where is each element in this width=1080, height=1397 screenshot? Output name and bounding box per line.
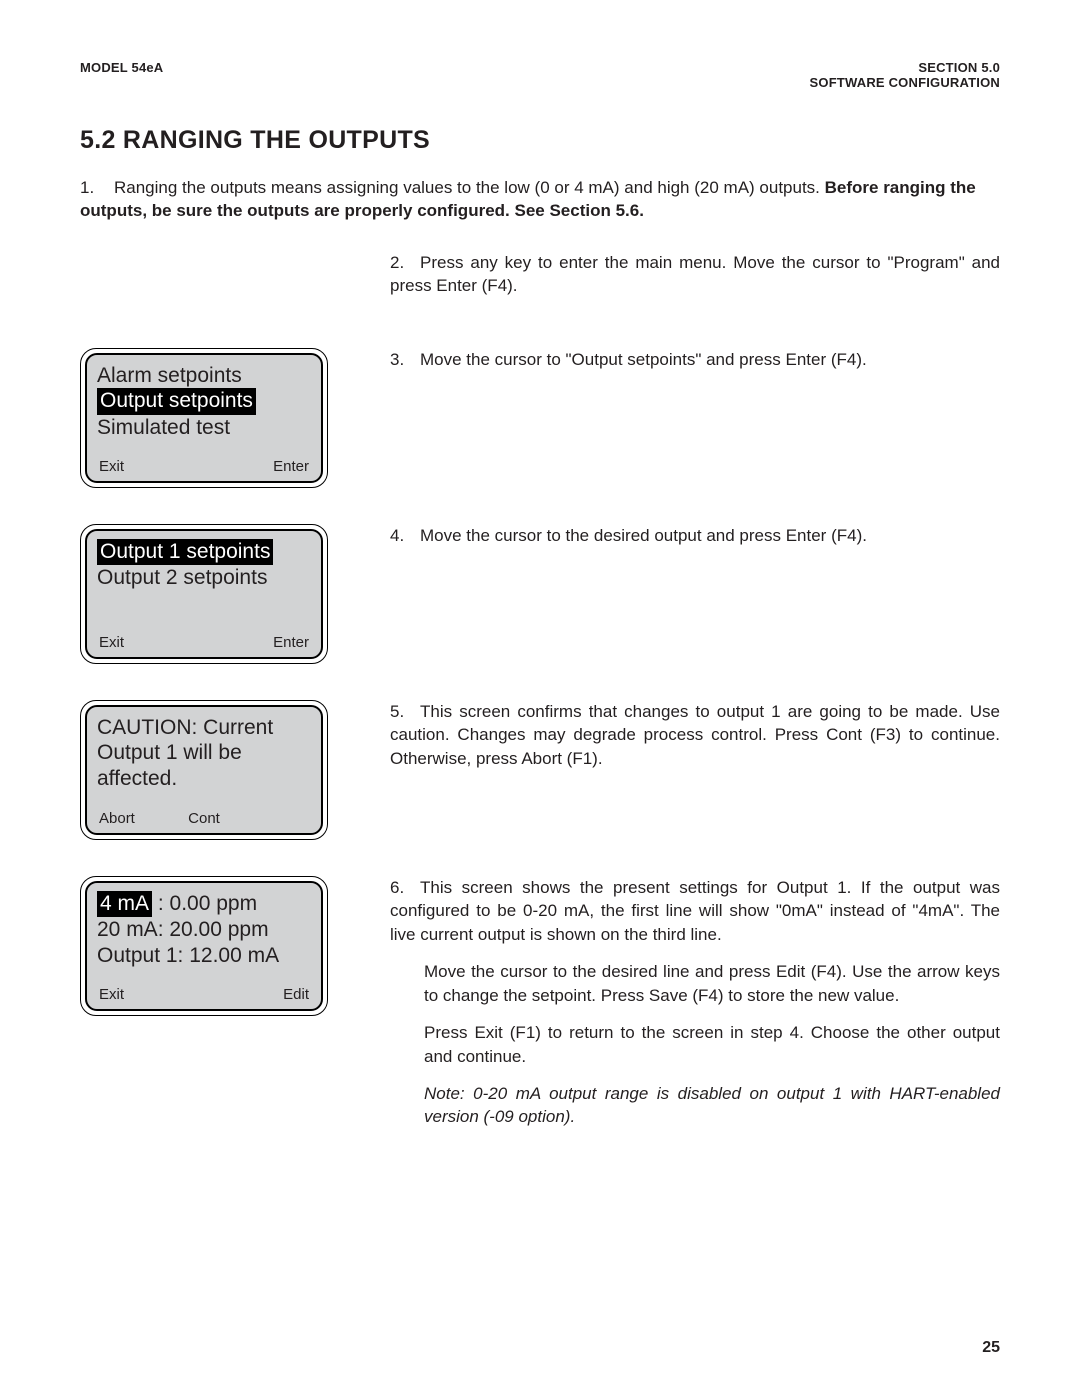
lcd5-line3: affected. xyxy=(97,766,311,792)
lcd-screen-3: Alarm setpoints Output setpoints Simulat… xyxy=(80,348,328,488)
header-right: SECTION 5.0 SOFTWARE CONFIGURATION xyxy=(810,60,1000,90)
lcd4-softkey-exit[interactable]: Exit xyxy=(99,634,143,651)
lcd6-softkey-exit[interactable]: Exit xyxy=(99,986,143,1003)
lcd6-softkey-edit[interactable]: Edit xyxy=(265,986,309,1003)
step-2-number: 2. xyxy=(390,251,420,274)
step-6-p3: Press Exit (F1) to return to the screen … xyxy=(390,1021,1000,1068)
header-left: MODEL 54eA xyxy=(80,60,163,90)
lcd6-line1-rest: : 0.00 ppm xyxy=(152,892,257,915)
page-header: MODEL 54eA SECTION 5.0 SOFTWARE CONFIGUR… xyxy=(80,60,1000,90)
lcd5-line2: Output 1 will be xyxy=(97,740,311,766)
step-1: 1.Ranging the outputs means assigning va… xyxy=(80,177,1000,223)
lcd6-line2: 20 mA: 20.00 ppm xyxy=(97,917,311,943)
lcd4-line2: Output 2 setpoints xyxy=(97,565,311,591)
lcd3-softkey-enter[interactable]: Enter xyxy=(265,458,309,475)
lcd3-line2-highlight: Output setpoints xyxy=(97,388,256,415)
lcd6-line1-highlight: 4 mA xyxy=(97,891,152,918)
lcd-screen-4: Output 1 setpoints Output 2 setpoints Ex… xyxy=(80,524,328,664)
step-5-number: 5. xyxy=(390,700,420,723)
lcd5-softkey-blank xyxy=(265,810,309,827)
step-4-number: 4. xyxy=(390,524,420,547)
lcd3-softkey-exit[interactable]: Exit xyxy=(99,458,143,475)
step-2-text: Press any key to enter the main menu. Mo… xyxy=(390,253,1000,295)
page-number: 25 xyxy=(982,1339,1000,1357)
lcd3-line3: Simulated test xyxy=(97,415,311,441)
step-1-text-a: Ranging the outputs means assigning valu… xyxy=(114,178,825,197)
step-5: CAUTION: Current Output 1 will be affect… xyxy=(80,700,1000,840)
step-4: Output 1 setpoints Output 2 setpoints Ex… xyxy=(80,524,1000,664)
lcd4-softkey-enter[interactable]: Enter xyxy=(265,634,309,651)
step-6-note: Note: 0-20 mA output range is disabled o… xyxy=(424,1084,1000,1126)
lcd5-softkey-cont[interactable]: Cont xyxy=(182,810,226,827)
step-6-p2: Move the cursor to the desired line and … xyxy=(390,960,1000,1007)
header-right-line1: SECTION 5.0 xyxy=(810,60,1000,75)
header-right-line2: SOFTWARE CONFIGURATION xyxy=(810,75,1000,90)
step-3: Alarm setpoints Output setpoints Simulat… xyxy=(80,348,1000,488)
lcd-screen-5: CAUTION: Current Output 1 will be affect… xyxy=(80,700,328,840)
lcd4-line1-highlight: Output 1 setpoints xyxy=(97,539,273,566)
step-3-number: 3. xyxy=(390,348,420,371)
step-1-number: 1. xyxy=(80,177,114,200)
step-6: 4 mA : 0.00 ppm 20 mA: 20.00 ppm Output … xyxy=(80,876,1000,1143)
step-2: 2.Press any key to enter the main menu. … xyxy=(80,251,1000,312)
step-6-number: 6. xyxy=(390,876,420,899)
section-title: 5.2 RANGING THE OUTPUTS xyxy=(80,126,1000,155)
step-4-text: Move the cursor to the desired output an… xyxy=(420,526,867,545)
lcd5-line1: CAUTION: Current xyxy=(97,715,311,741)
step-3-text: Move the cursor to "Output setpoints" an… xyxy=(420,350,867,369)
step-5-text: This screen confirms that changes to out… xyxy=(390,702,1000,768)
lcd6-line3: Output 1: 12.00 mA xyxy=(97,943,311,969)
step-6-p1: This screen shows the present settings f… xyxy=(390,878,1000,944)
lcd5-softkey-abort[interactable]: Abort xyxy=(99,810,143,827)
lcd3-line1: Alarm setpoints xyxy=(97,363,311,389)
lcd-screen-6: 4 mA : 0.00 ppm 20 mA: 20.00 ppm Output … xyxy=(80,876,328,1016)
